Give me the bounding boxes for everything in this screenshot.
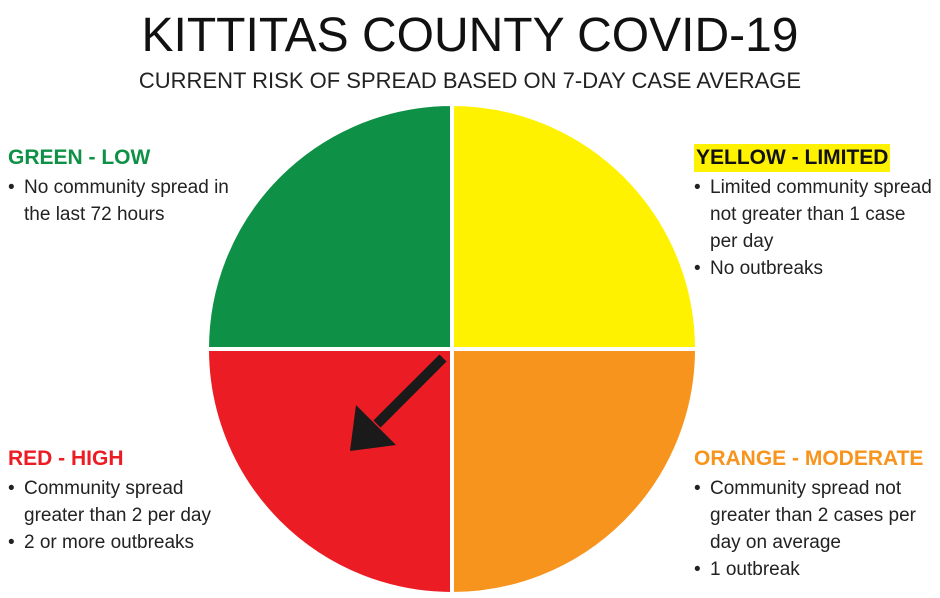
- legend-heading: ORANGE - MODERATE: [694, 447, 924, 470]
- green-quadrant: [205, 102, 454, 351]
- legend-heading: RED - HIGH: [8, 447, 124, 470]
- page-subtitle: CURRENT RISK OF SPREAD BASED ON 7-DAY CA…: [138, 68, 802, 93]
- legend-yellow-limited: YELLOW - LIMITED • Limited community spr…: [694, 144, 934, 282]
- page-title: KITTITAS COUNTY COVID-19: [141, 9, 799, 62]
- bullet-icon: •: [694, 559, 701, 580]
- orange-quadrant: [450, 347, 699, 596]
- legend-heading: YELLOW - LIMITED: [694, 144, 891, 172]
- legend-bullet-item: • Community spread greater than 2 per da…: [8, 475, 248, 529]
- bullet-icon: •: [8, 478, 15, 499]
- legend-orange-moderate: ORANGE - MODERATE • Community spread not…: [694, 445, 938, 583]
- legend-bullet-item: • No community spread in the last 72 hou…: [8, 174, 248, 228]
- bullet-icon: •: [8, 532, 15, 553]
- arrow-down-left-icon: [350, 354, 447, 451]
- bullet-icon: •: [694, 258, 701, 279]
- yellow-quadrant: [450, 102, 699, 351]
- legend-bullet-item: • No outbreaks: [694, 255, 934, 282]
- bullet-icon: •: [8, 177, 15, 198]
- bullet-icon: •: [694, 177, 701, 198]
- legend-bullet-item: • Limited community spread not greater t…: [694, 174, 934, 255]
- legend-green-low: GREEN - LOW • No community spread in the…: [8, 144, 248, 228]
- legend-bullet-item: • 1 outbreak: [694, 556, 938, 583]
- bullet-icon: •: [694, 478, 701, 499]
- legend-heading: GREEN - LOW: [8, 146, 151, 169]
- risk-dial: [205, 102, 699, 596]
- legend-bullet-item: • Community spread not greater than 2 ca…: [694, 475, 938, 556]
- legend-bullet-item: • 2 or more outbreaks: [8, 529, 248, 556]
- legend-red-high: RED - HIGH • Community spread greater th…: [8, 445, 248, 556]
